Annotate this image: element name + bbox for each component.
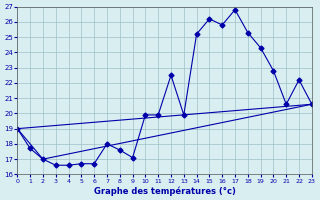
- X-axis label: Graphe des températures (°c): Graphe des températures (°c): [94, 186, 236, 196]
